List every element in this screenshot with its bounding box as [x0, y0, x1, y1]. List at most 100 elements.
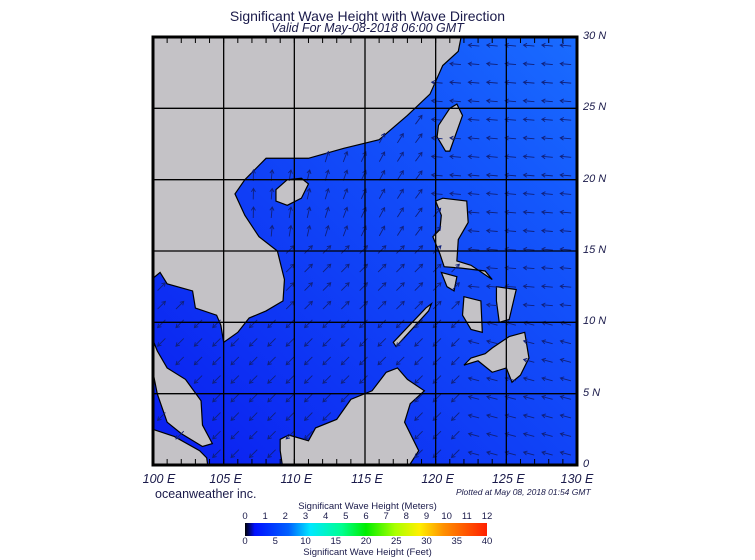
wave-direction-arrow — [415, 133, 423, 143]
chart-title: Significant Wave Height with Wave Direct… — [229, 8, 506, 24]
wave-direction-arrow — [304, 282, 313, 291]
wave-direction-arrow — [432, 245, 442, 254]
colorbar-meters-tick: 6 — [363, 511, 369, 522]
wave-direction-arrow — [467, 394, 480, 400]
wave-direction-arrow — [540, 284, 553, 289]
wave-direction-arrow — [467, 339, 480, 345]
wave-map — [151, 35, 579, 467]
wave-direction-arrow — [540, 98, 553, 104]
wave-direction-arrow — [559, 394, 572, 400]
lat-label: 5 N — [583, 386, 601, 399]
wave-direction-arrow — [486, 376, 498, 382]
wave-direction-arrow — [250, 206, 256, 218]
wave-direction-arrow — [541, 376, 553, 382]
colorbar-meters-tick: 3 — [302, 511, 309, 522]
wave-direction-arrow — [559, 117, 572, 122]
wave-direction-arrow — [415, 207, 423, 218]
valid-time: Valid For May-08-2018 06:00 GMT — [271, 21, 464, 35]
wave-direction-arrow — [540, 302, 553, 308]
wave-direction-arrow — [396, 300, 405, 310]
wave-direction-arrow — [306, 169, 312, 181]
wave-direction-arrow — [248, 338, 258, 347]
wave-direction-arrow — [430, 117, 443, 122]
wave-direction-arrow — [541, 357, 553, 363]
wave-direction-arrow — [485, 209, 498, 215]
lat-label: 10 N — [583, 315, 607, 328]
wave-direction-arrow — [303, 375, 313, 384]
wave-direction-arrow — [396, 263, 405, 273]
wave-direction-arrow — [193, 319, 203, 329]
wave-direction-arrow — [414, 319, 423, 329]
wave-direction-arrow — [269, 187, 275, 200]
wave-direction-arrow — [433, 207, 442, 217]
wave-direction-arrow — [414, 412, 423, 421]
land-mindanao — [463, 331, 530, 384]
wave-direction-arrow — [467, 135, 480, 141]
wave-direction-arrow — [396, 207, 404, 218]
wave-direction-arrow — [414, 393, 423, 403]
wave-direction-arrow — [415, 188, 423, 199]
wave-direction-arrow — [341, 300, 350, 310]
wave-direction-arrow — [340, 393, 350, 403]
wave-direction-arrow — [451, 263, 460, 273]
lon-label: 100 E — [142, 472, 176, 486]
colorbar-meters-tick: 5 — [343, 511, 349, 522]
wave-direction-arrow — [342, 206, 349, 218]
wave-direction-arrow — [485, 117, 498, 122]
wave-direction-arrow — [467, 80, 480, 85]
wave-direction-arrow — [467, 284, 480, 289]
wave-direction-arrow — [467, 450, 480, 456]
wave-direction-arrow — [541, 432, 553, 437]
wave-direction-arrow — [485, 302, 498, 308]
wave-direction-arrow — [303, 319, 313, 329]
wave-direction-arrow — [377, 300, 387, 310]
wave-direction-arrow — [396, 245, 405, 254]
wave-direction-arrow — [395, 319, 405, 329]
wave-direction-arrow — [559, 228, 572, 234]
land-taiwan — [436, 103, 464, 152]
wave-direction-arrow — [285, 412, 295, 421]
wave-direction-arrow — [267, 319, 276, 329]
wave-direction-arrow — [230, 356, 240, 366]
wave-direction-arrow — [267, 338, 276, 347]
lon-label: 110 E — [280, 472, 313, 486]
wave-direction-arrow — [322, 393, 332, 403]
wave-direction-arrow — [359, 375, 368, 384]
wave-direction-arrow — [467, 42, 480, 48]
wave-direction-arrow — [248, 430, 258, 440]
wave-direction-arrow — [212, 356, 221, 366]
wave-direction-arrow — [324, 187, 330, 200]
wave-direction-arrow — [415, 225, 423, 236]
wave-direction-arrow — [324, 169, 330, 181]
wave-direction-arrow — [414, 300, 424, 310]
colorbar-meters-tick: 9 — [423, 511, 430, 522]
wave-direction-arrow — [504, 394, 517, 400]
wave-direction-arrow — [414, 245, 424, 254]
wave-direction-arrow — [522, 302, 535, 308]
wave-direction-arrow — [450, 338, 460, 347]
wave-direction-arrow — [559, 42, 572, 48]
wave-direction-arrow — [522, 172, 535, 178]
wave-direction-arrow — [377, 319, 387, 329]
wave-direction-arrow — [175, 430, 185, 440]
wave-direction-arrow — [467, 191, 480, 197]
wave-direction-arrow — [485, 265, 498, 271]
wave-direction-arrow — [322, 375, 332, 384]
wave-direction-arrow — [303, 393, 313, 403]
wave-direction-arrow — [396, 225, 404, 236]
wave-direction-arrow — [522, 284, 535, 289]
wave-direction-arrow — [415, 151, 423, 162]
colorbar-feet-tick: 5 — [272, 536, 278, 547]
colorbar — [245, 523, 487, 536]
wave-direction-arrow — [288, 206, 293, 218]
wave-direction-arrow — [322, 300, 332, 310]
lon-label: 120 E — [421, 472, 454, 486]
wave-direction-arrow — [540, 135, 553, 141]
map-frame — [151, 35, 579, 467]
wave-direction-arrow — [377, 263, 387, 273]
wave-direction-arrow — [414, 430, 423, 440]
wave-direction-arrow — [248, 356, 258, 366]
wave-direction-arrow — [486, 450, 498, 456]
wave-direction-arrow — [450, 356, 460, 366]
wave-direction-arrow — [285, 338, 295, 347]
